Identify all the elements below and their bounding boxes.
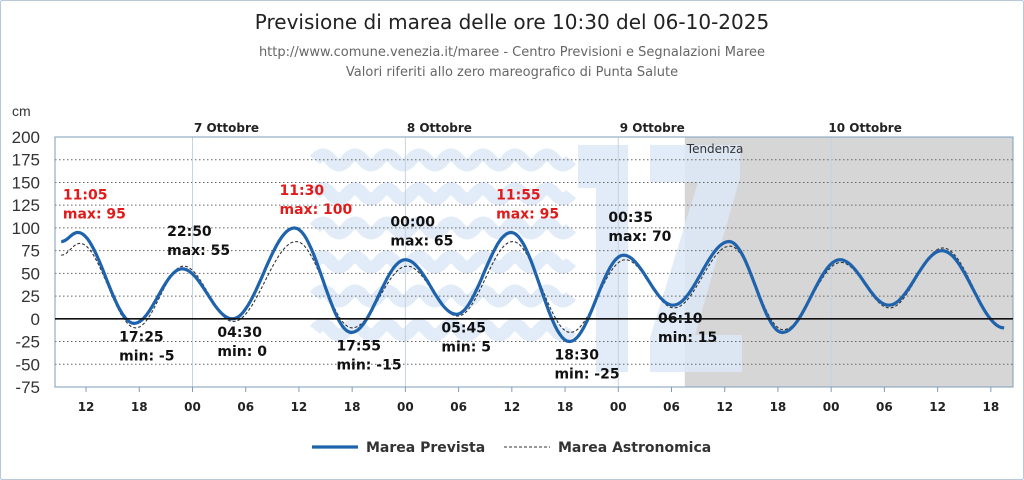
extremum-annotation: 11:05 max: 95 <box>63 187 126 222</box>
y-tick-label: 50 <box>21 264 40 283</box>
annotation-time: 18:30 <box>554 348 599 364</box>
y-tick-label: 125 <box>12 196 40 215</box>
x-tick-label: 18 <box>131 400 148 414</box>
x-tick-label: 00 <box>823 400 840 414</box>
x-tick-label: 06 <box>237 400 254 414</box>
legend-item: Marea Astronomica <box>504 440 711 456</box>
x-tick-label: 12 <box>78 400 95 414</box>
watermark-wave <box>309 182 577 206</box>
x-tick-label: 18 <box>557 400 574 414</box>
x-tick-label: 06 <box>876 400 893 414</box>
watermark-letter <box>650 145 742 372</box>
annotation-time: 11:05 <box>63 187 108 203</box>
legend-label: Marea Astronomica <box>558 440 711 456</box>
annotation-time: 00:00 <box>390 215 435 231</box>
y-tick-label: 0 <box>31 310 40 329</box>
y-axis-unit: cm <box>12 103 31 119</box>
annotation-time: 05:45 <box>441 320 486 336</box>
annotation-time: 11:55 <box>496 187 541 203</box>
annotation-value: max: 55 <box>167 243 230 259</box>
annotation-value: min: -25 <box>554 367 619 383</box>
watermark-wave <box>309 250 577 274</box>
series-line-marea-prevista <box>60 226 1005 344</box>
annotation-time: 06:10 <box>658 311 703 327</box>
chart-subtitle-reference: Valori riferiti allo zero mareografico d… <box>346 65 678 80</box>
axes-layer <box>54 136 1014 392</box>
annotation-value: min: -5 <box>119 348 174 364</box>
annotation-value: min: -15 <box>336 357 401 373</box>
annotation-value: max: 100 <box>280 202 353 218</box>
day-label: 8 Ottobre <box>407 121 472 135</box>
series-line-marea-astronomica <box>61 240 1005 334</box>
annotation-value: min: 0 <box>217 344 267 360</box>
x-tick-label: 00 <box>397 400 414 414</box>
extremum-annotation: 17:25 min: -5 <box>119 329 174 364</box>
plot-border <box>54 136 1014 388</box>
trend-label: Tendenza <box>686 142 744 156</box>
y-tick-label: 75 <box>21 242 40 261</box>
y-tick-label: -50 <box>15 355 40 374</box>
x-tick-label: 06 <box>663 400 680 414</box>
y-tick-label: -75 <box>15 378 40 397</box>
extremum-annotation: 06:10 min: 15 <box>658 311 717 346</box>
tick-labels: Tendenza 200 175 150 125 100 75 50 25 0 -25 -50 -75 1… <box>12 121 1000 414</box>
legend-label: Marea Prevista <box>366 440 485 456</box>
annotation-value: max: 70 <box>608 229 671 245</box>
x-tick-label: 12 <box>929 400 946 414</box>
series-layer <box>60 226 1005 344</box>
extremum-annotation: 05:45 min: 5 <box>441 320 491 355</box>
day-label: 9 Ottobre <box>620 121 685 135</box>
annotation-value: max: 65 <box>390 234 453 250</box>
extremum-annotation: 11:30 max: 100 <box>280 183 353 218</box>
annotation-time: 22:50 <box>167 224 212 240</box>
x-tick-label: 00 <box>184 400 201 414</box>
y-tick-label: -25 <box>15 333 40 352</box>
annotation-value: min: 5 <box>441 339 491 355</box>
chart-title: Previsione di marea delle ore 10:30 del … <box>255 10 769 34</box>
chart-legend: Marea Prevista Marea Astronomica <box>312 440 711 456</box>
watermark-letter <box>578 145 628 372</box>
annotation-value: max: 95 <box>63 206 126 222</box>
annotation-time: 17:25 <box>119 329 164 345</box>
x-tick-label: 06 <box>450 400 467 414</box>
x-tick-label: 12 <box>716 400 733 414</box>
x-tick-label: 18 <box>982 400 999 414</box>
annotation-time: 04:30 <box>217 325 262 341</box>
extremum-annotation: 17:55 min: -15 <box>336 338 401 373</box>
y-tick-label: 200 <box>12 128 40 147</box>
x-tick-label: 18 <box>344 400 361 414</box>
annotation-value: min: 15 <box>658 330 717 346</box>
y-tick-label: 150 <box>12 173 40 192</box>
y-tick-label: 100 <box>12 219 40 238</box>
extremum-annotation: 22:50 max: 55 <box>167 224 230 259</box>
day-label: 7 Ottobre <box>194 121 259 135</box>
watermark-wave <box>309 318 577 342</box>
x-tick-label: 12 <box>291 400 308 414</box>
x-tick-label: 12 <box>503 400 520 414</box>
extremum-annotation: 00:35 max: 70 <box>608 210 671 245</box>
x-tick-label: 18 <box>770 400 787 414</box>
y-tick-label: 175 <box>12 151 40 170</box>
annotation-value: max: 95 <box>496 206 559 222</box>
extremum-annotation: 11:55 max: 95 <box>496 187 559 222</box>
chart-subtitle-url: http://www.comune.venezia.it/maree - Cen… <box>259 45 765 60</box>
extrema-annotations: 11:05 max: 95 17:25 min: -5 22:50 max: 55 04:3… <box>63 183 717 383</box>
extremum-annotation: 04:30 min: 0 <box>217 325 267 360</box>
y-tick-label: 25 <box>21 287 40 306</box>
x-tick-label: 00 <box>610 400 627 414</box>
day-label: 10 Ottobre <box>828 121 901 135</box>
annotation-time: 11:30 <box>280 183 325 199</box>
annotation-time: 17:55 <box>336 338 381 354</box>
annotation-time: 00:35 <box>608 210 653 226</box>
extremum-annotation: 18:30 min: -25 <box>554 348 619 383</box>
legend-item: Marea Prevista <box>312 440 485 456</box>
extremum-annotation: 00:00 max: 65 <box>390 215 453 250</box>
